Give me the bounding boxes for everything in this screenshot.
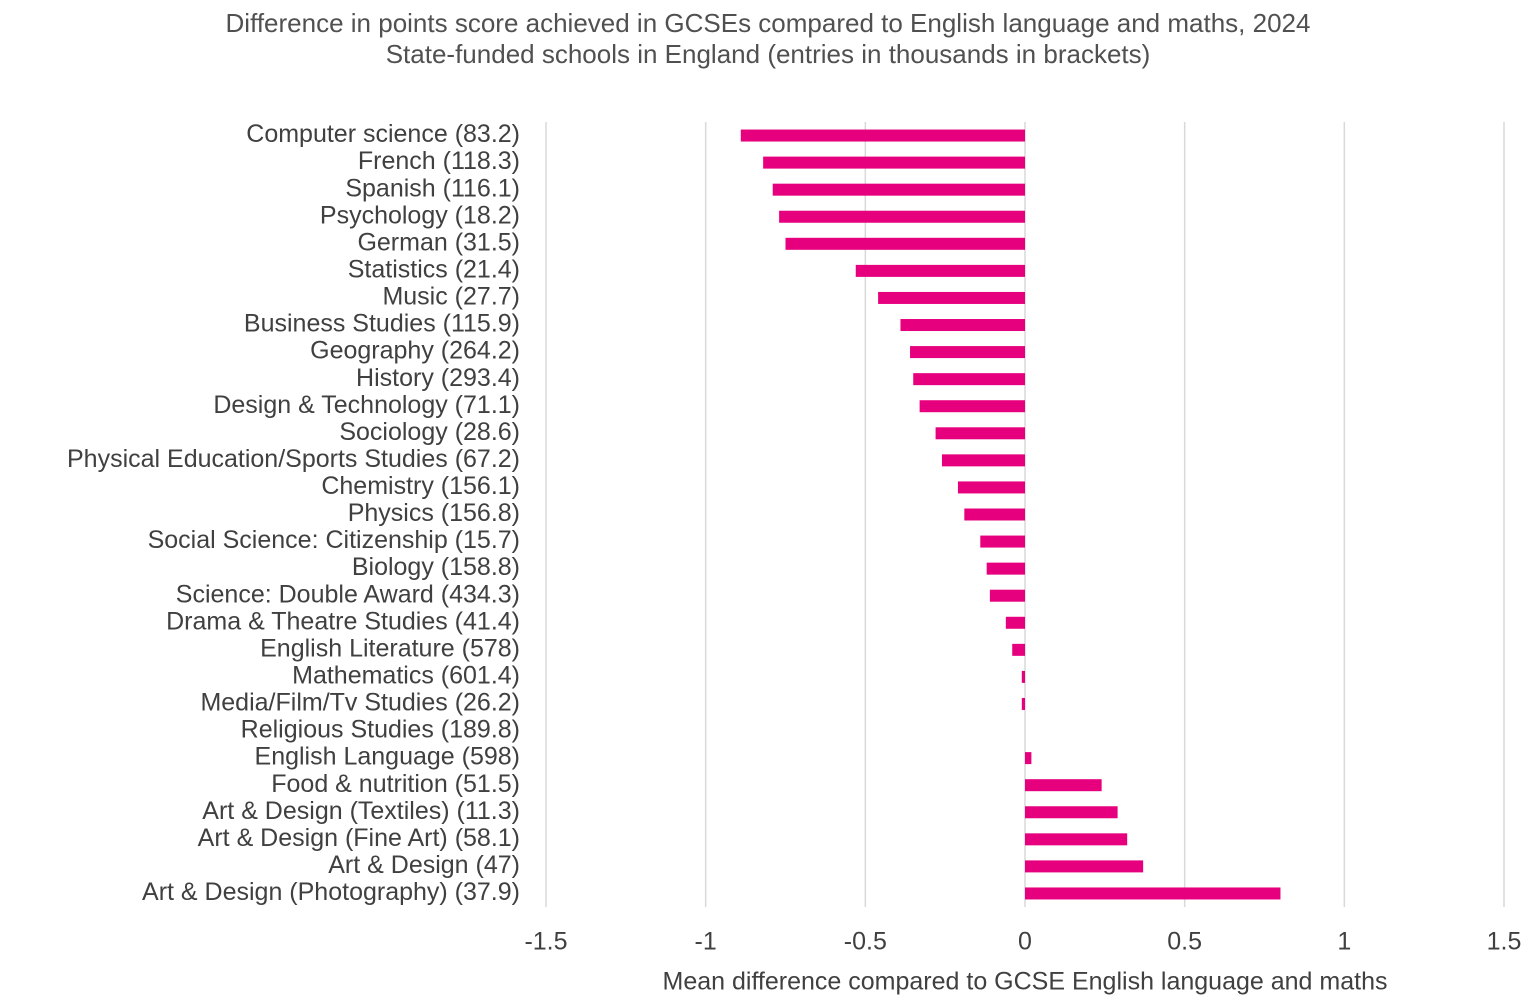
x-tick-label: 1 bbox=[1337, 928, 1351, 956]
x-tick-label: 0 bbox=[1018, 928, 1032, 956]
y-tick-label: Physics (156.8) bbox=[348, 499, 520, 527]
bar bbox=[1021, 697, 1025, 710]
bar bbox=[941, 454, 1025, 467]
titles: Difference in points score achieved in G… bbox=[0, 8, 1536, 70]
bar bbox=[772, 183, 1025, 196]
x-tick-label: -1.5 bbox=[524, 928, 567, 956]
bar bbox=[935, 427, 1025, 440]
y-tick-label: French (118.3) bbox=[358, 147, 520, 175]
y-tick-label: Social Science: Citizenship (15.7) bbox=[148, 526, 520, 554]
y-tick-label: Business Studies (115.9) bbox=[244, 310, 520, 338]
y-tick-label: Statistics (21.4) bbox=[348, 255, 520, 283]
y-tick-label: Art & Design (Fine Art) (58.1) bbox=[198, 824, 520, 852]
x-tick-label: 1.5 bbox=[1487, 928, 1522, 956]
y-tick-label: Design & Technology (71.1) bbox=[213, 391, 520, 419]
y-tick-label: Psychology (18.2) bbox=[320, 201, 520, 229]
y-tick-label: Spanish (116.1) bbox=[345, 174, 520, 202]
y-tick-label: Chemistry (156.1) bbox=[321, 472, 520, 500]
bar bbox=[878, 291, 1025, 304]
y-tick-label: English Literature (578) bbox=[260, 634, 520, 662]
y-tick-label: Geography (264.2) bbox=[310, 337, 520, 365]
x-axis-title: Mean difference compared to GCSE English… bbox=[663, 968, 1388, 996]
bar bbox=[1012, 643, 1025, 656]
x-tick-label: 0.5 bbox=[1167, 928, 1202, 956]
bar bbox=[1025, 833, 1128, 846]
bar bbox=[964, 508, 1025, 521]
bar bbox=[1021, 670, 1025, 683]
bar bbox=[913, 373, 1025, 386]
y-tick-label: Biology (158.8) bbox=[352, 553, 520, 581]
y-tick-label: History (293.4) bbox=[356, 364, 520, 392]
bar bbox=[855, 264, 1025, 277]
bar bbox=[779, 210, 1025, 223]
chart-title: Difference in points score achieved in G… bbox=[225, 8, 1311, 38]
chart-subtitle: State-funded schools in England (entries… bbox=[385, 39, 1151, 69]
bar bbox=[910, 346, 1025, 359]
y-tick-label: Food & nutrition (51.5) bbox=[271, 770, 520, 798]
bar bbox=[1025, 887, 1281, 900]
y-tick-label: Science: Double Award (434.3) bbox=[176, 580, 520, 608]
y-tick-label: Art & Design (Photography) (37.9) bbox=[142, 878, 520, 906]
y-tick-label: Mathematics (601.4) bbox=[292, 662, 520, 690]
bar bbox=[957, 481, 1025, 494]
bar bbox=[1025, 752, 1032, 765]
bar bbox=[763, 156, 1025, 169]
y-tick-label: Physical Education/Sports Studies (67.2) bbox=[67, 445, 520, 473]
y-tick-label: Sociology (28.6) bbox=[339, 418, 520, 446]
y-tick-label: Drama & Theatre Studies (41.4) bbox=[166, 607, 520, 635]
y-tick-label: Music (27.7) bbox=[382, 283, 520, 311]
bar bbox=[740, 129, 1025, 142]
y-tick-label: Media/Film/Tv Studies (26.2) bbox=[200, 689, 520, 717]
y-tick-label: Art & Design (Textiles) (11.3) bbox=[202, 797, 520, 825]
bar bbox=[785, 237, 1025, 250]
bar bbox=[989, 589, 1025, 602]
x-tick-label: -1 bbox=[695, 928, 717, 956]
y-tick-label: Religious Studies (189.8) bbox=[241, 716, 520, 744]
y-tick-label: German (31.5) bbox=[357, 228, 520, 256]
bar bbox=[1005, 616, 1025, 629]
bar bbox=[980, 535, 1025, 548]
bar bbox=[1025, 779, 1102, 792]
y-tick-label: English Language (598) bbox=[255, 743, 520, 771]
bar bbox=[900, 319, 1025, 332]
y-tick-label: Computer science (83.2) bbox=[246, 120, 520, 148]
x-tick-label: -0.5 bbox=[844, 928, 887, 956]
bar bbox=[919, 400, 1025, 413]
y-tick-label: Art & Design (47) bbox=[328, 851, 520, 879]
bar bbox=[1025, 860, 1144, 873]
bar bbox=[986, 562, 1025, 575]
bar bbox=[1025, 806, 1118, 819]
